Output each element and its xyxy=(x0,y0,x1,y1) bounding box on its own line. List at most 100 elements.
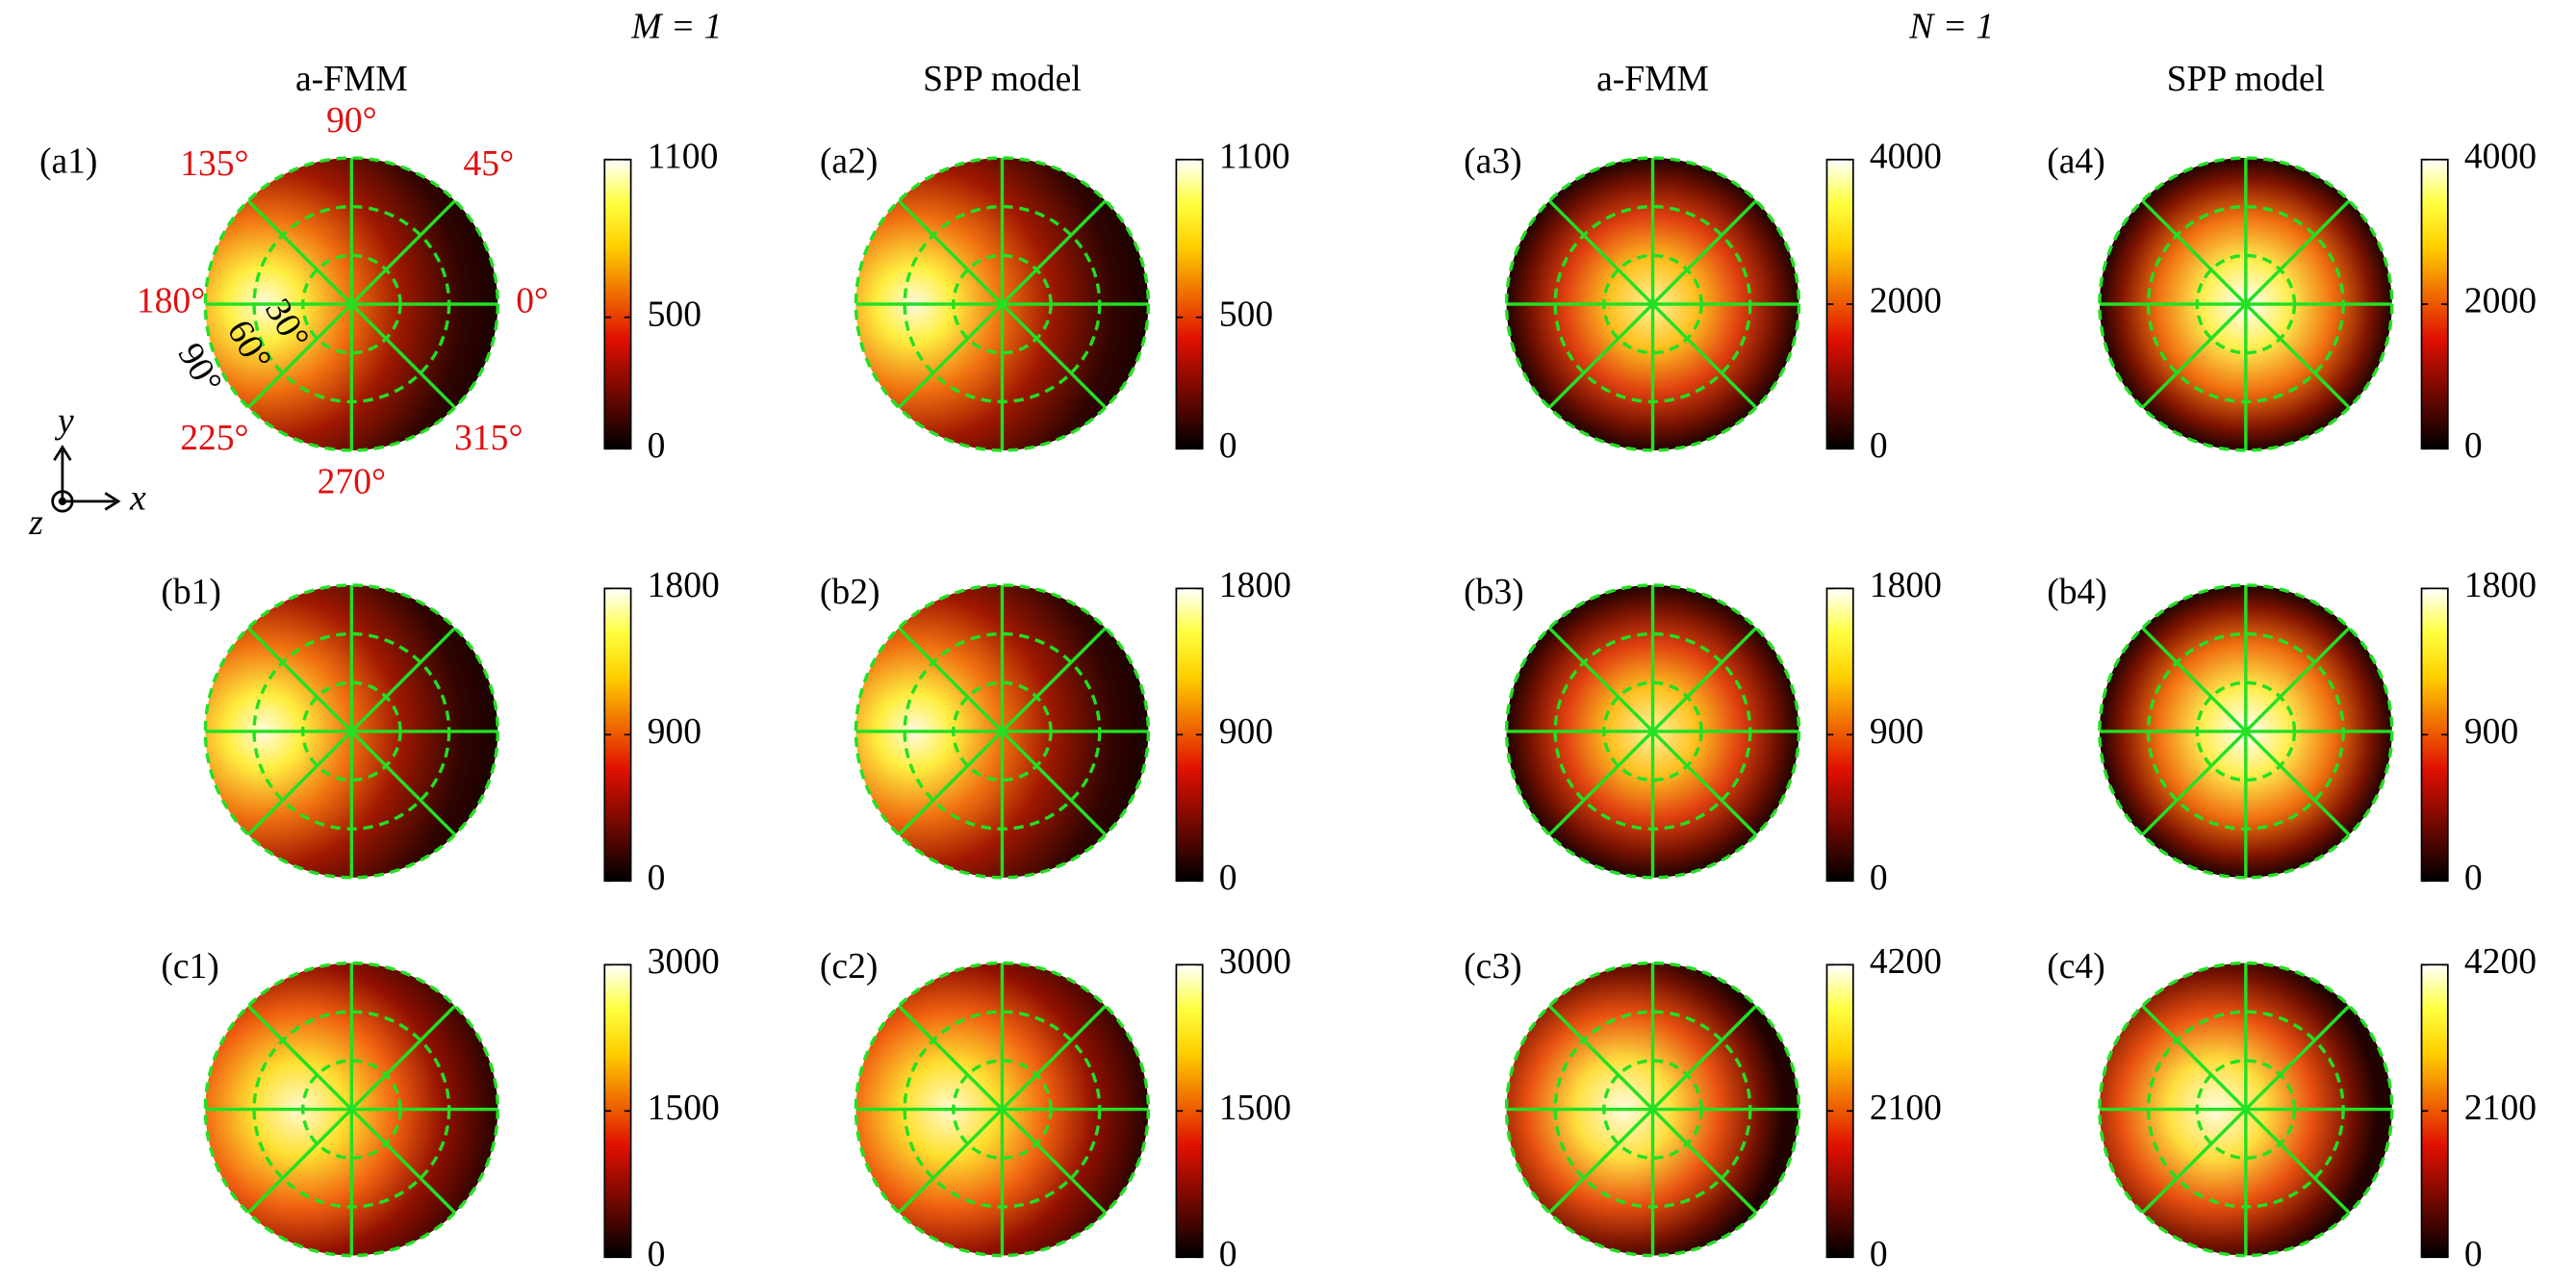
panel-label: (a4) xyxy=(2047,142,2104,182)
polar-circle xyxy=(1553,205,1752,404)
panel-label: (b3) xyxy=(1464,573,1524,612)
colorbar-tick-label: 3000 xyxy=(1219,942,1291,982)
colorbar-tick-label: 0 xyxy=(1219,1235,1237,1274)
polar-circle xyxy=(252,205,451,404)
polar-panel: (a4) 0 2000 4000 xyxy=(2047,137,2537,465)
angle-label: 90° xyxy=(326,101,377,141)
colorbar-tick-label: 0 xyxy=(2464,1235,2483,1274)
polar-circle xyxy=(903,1010,1102,1209)
polar-circle xyxy=(2146,1010,2345,1209)
colorbar-tick-label: 1800 xyxy=(1870,566,1942,605)
polar-panel: (a2) 0 500 1100 xyxy=(820,137,1290,465)
polar-circle xyxy=(1504,583,1801,880)
polar-panel: (b4) 0 900 1800 xyxy=(2047,566,2537,898)
colorbar-tick-label: 4000 xyxy=(1870,137,1942,176)
colorbar xyxy=(1175,158,1204,450)
colorbar-tick-label: 1100 xyxy=(648,137,719,176)
panel-label: (c4) xyxy=(2047,947,2104,987)
panel-label: (c3) xyxy=(1464,947,1521,987)
angle-label: 0° xyxy=(516,282,548,321)
panel-label: (c2) xyxy=(820,947,878,987)
panel-label: (a2) xyxy=(820,142,878,182)
polar-circle xyxy=(252,631,451,831)
polar-circle xyxy=(300,1059,402,1160)
colorbar-tick-label: 0 xyxy=(1219,859,1237,898)
colorbar-tick-label: 1500 xyxy=(1219,1089,1291,1128)
colorbar-tick-label: 1800 xyxy=(2464,566,2537,605)
panel-label: (a1) xyxy=(39,142,97,182)
group-title: M = 1 xyxy=(630,8,722,47)
polar-panel: (c2) 0 1500 3000 xyxy=(820,942,1291,1274)
angle-label: 45° xyxy=(464,144,515,184)
colorbar-tick-label: 0 xyxy=(1870,859,1888,898)
polar-circle xyxy=(903,631,1102,831)
column-title: a-FMM xyxy=(295,60,408,99)
angle-label: 270° xyxy=(318,462,386,501)
polar-circle xyxy=(854,961,1151,1258)
colorbar-tick-label: 0 xyxy=(648,426,666,466)
colorbar-tick-label: 0 xyxy=(1870,426,1888,466)
panel-label: (a3) xyxy=(1464,142,1521,182)
colorbar-tick-label: 2000 xyxy=(1870,282,1942,321)
colorbar-tick-label: 500 xyxy=(648,295,701,334)
polar-circle xyxy=(300,680,402,782)
axis-icon xyxy=(51,444,121,513)
polar-circle xyxy=(854,583,1151,880)
panel-label: (b4) xyxy=(2047,573,2107,612)
panel-label: (b2) xyxy=(820,573,880,612)
polar-panel: (a1) 0 500 1100 90° 45° 0° 315° 270° 225° 180° 135°… xyxy=(39,101,718,502)
polar-circle xyxy=(2098,583,2394,880)
panel-label: (b1) xyxy=(161,573,221,612)
polar-circle xyxy=(2195,1059,2297,1160)
group-title: N = 1 xyxy=(1908,8,1994,47)
column-title: SPP model xyxy=(2167,60,2326,99)
polar-circle xyxy=(2098,961,2394,1258)
polar-circle xyxy=(952,1059,1053,1160)
polar-panel: (b2) 0 900 1800 xyxy=(820,566,1291,898)
colorbar-tick-label: 1800 xyxy=(648,566,720,605)
column-title: a-FMM xyxy=(1596,60,1709,99)
polar-panel: (c4) 0 2100 4200 xyxy=(2047,942,2537,1274)
colorbar-tick-label: 4200 xyxy=(2464,942,2537,982)
angle-label: 315° xyxy=(454,419,523,458)
colorbar-tick-label: 900 xyxy=(648,712,701,752)
polar-circle xyxy=(952,680,1053,782)
colorbar-tick-label: 0 xyxy=(1219,426,1237,466)
angle-label: 180° xyxy=(137,282,205,321)
colorbar-tick-label: 2100 xyxy=(1870,1089,1942,1128)
colorbar xyxy=(603,158,632,450)
column-title: SPP model xyxy=(923,60,1082,99)
colorbar-tick-label: 0 xyxy=(648,1235,666,1274)
colorbar-tick-label: 0 xyxy=(2464,859,2483,898)
polar-circle xyxy=(203,583,500,880)
polar-circle xyxy=(203,961,500,1258)
colorbar-tick-label: 1500 xyxy=(648,1089,720,1128)
colorbar-tick-label: 3000 xyxy=(648,942,720,982)
polar-panel: (c1) 0 1500 3000 xyxy=(161,942,719,1274)
colorbar-tick-label: 1100 xyxy=(1219,137,1290,176)
colorbar-tick-label: 2100 xyxy=(2464,1089,2537,1128)
colorbar-tick-label: 0 xyxy=(648,859,666,898)
angle-label: 225° xyxy=(180,419,248,458)
axis-label: x xyxy=(129,479,146,519)
panel-label: (c1) xyxy=(161,947,218,987)
polar-circle xyxy=(1602,1059,1703,1160)
polar-circle xyxy=(2146,205,2345,404)
polar-panel: (b1) 0 900 1800 xyxy=(161,566,719,898)
colorbar-tick-label: 4200 xyxy=(1870,942,1942,982)
colorbar-tick-label: 0 xyxy=(1870,1235,1888,1274)
angle-label: 135° xyxy=(180,144,248,184)
polar-panel: (a3) 0 2000 4000 xyxy=(1464,137,1942,465)
polar-circle xyxy=(1602,680,1703,782)
polar-circle xyxy=(252,1010,451,1209)
polar-circle xyxy=(903,205,1102,404)
polar-circle xyxy=(1553,631,1752,831)
polar-panel: (b3) 0 900 1800 xyxy=(1464,566,1942,898)
polar-circle xyxy=(1504,961,1801,1258)
colorbar-tick-label: 900 xyxy=(2464,712,2518,752)
colorbar-tick-label: 900 xyxy=(1219,712,1273,752)
polar-panel: (c3) 0 2100 4200 xyxy=(1464,942,1942,1274)
polar-circle xyxy=(1553,1010,1752,1209)
colorbar-tick-label: 4000 xyxy=(2464,137,2537,176)
axis-label: z xyxy=(28,503,43,543)
